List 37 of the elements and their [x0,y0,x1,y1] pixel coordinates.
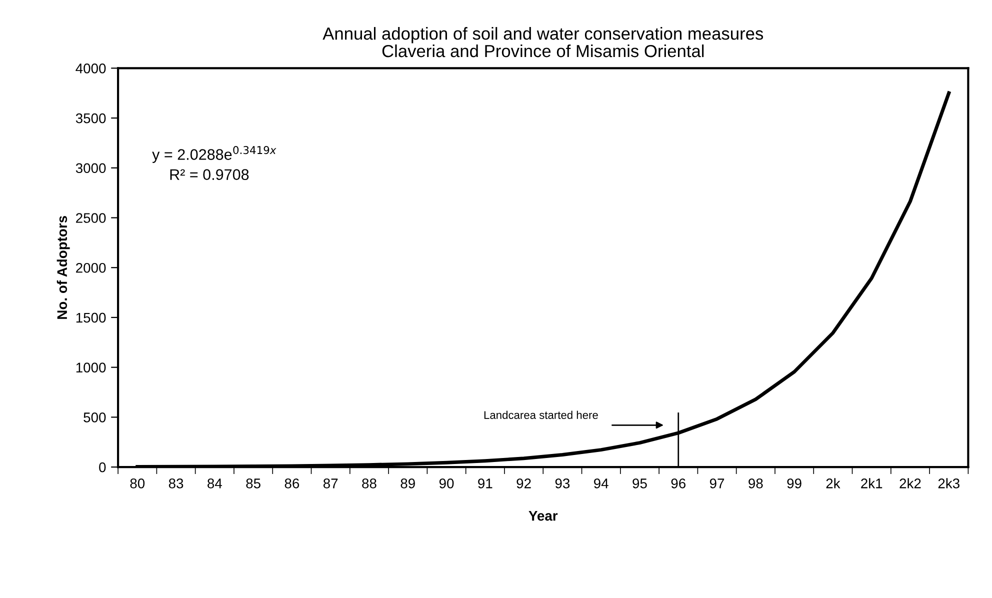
y-tick-label: 3000 [76,163,106,174]
x-tick-label: 97 [710,478,724,488]
annotation: y = 2.0288e$^{0.3419x}$ [152,146,276,163]
y-tick-label: 0 [99,462,106,472]
x-tick-label: 84 [208,478,222,488]
x-tick-label: 91 [478,478,492,488]
x-tick-label: 2k [826,478,840,488]
y-axis-title: No. of Adoptors [56,216,70,319]
x-tick-label: 92 [516,478,531,488]
x-tick-label: 88 [362,478,376,488]
x-tick-label: 83 [168,478,184,488]
chart-title: Annual adoption of soil and water conservation measures Claveria and Province of Misamis Oriental [322,27,764,58]
y-tick-label: 3500 [76,113,106,124]
x-tick-label: 96 [671,478,686,488]
x-tick-label: 80 [130,478,145,488]
x-tick-label: 2k1 [861,478,882,488]
x-tick-label: 95 [632,478,647,488]
y-tick-label: 2500 [76,213,106,223]
annotation: Landcarea started here [484,410,598,419]
x-tick-label: 2k2 [900,478,921,488]
x-tick-label: 86 [284,478,300,488]
x-tick-label: 98 [748,478,763,488]
x-tick-label: 87 [323,478,338,488]
annotation: R² = 0.9708 [170,169,249,180]
y-tick-label: 500 [84,412,106,422]
x-tick-label: 94 [594,478,608,488]
x-tick-label: 2k3 [938,478,960,488]
x-tick-label: 89 [400,478,415,488]
y-tick-label: 4000 [76,64,106,74]
y-tick-label: 2000 [76,262,106,273]
x-tick-label: 90 [439,478,454,488]
x-tick-label: 93 [555,478,570,488]
y-tick-label: 1500 [76,312,106,323]
x-axis-title: Year [528,511,558,521]
y-tick-label: 1000 [76,362,106,372]
x-tick-label: 99 [787,478,802,488]
x-tick-label: 85 [246,478,260,488]
